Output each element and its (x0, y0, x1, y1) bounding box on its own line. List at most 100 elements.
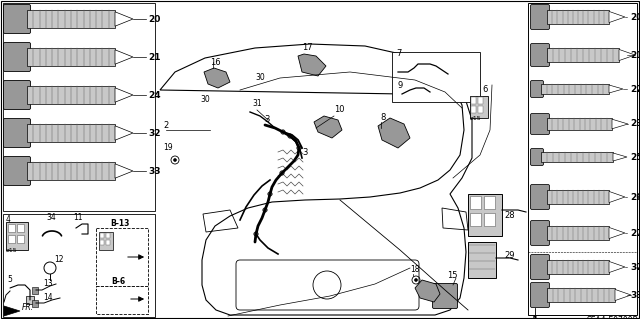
Polygon shape (115, 12, 133, 26)
Bar (106, 240, 110, 245)
Bar (17, 235, 24, 243)
Polygon shape (609, 191, 625, 203)
Bar (471, 97, 476, 104)
Bar (471, 106, 476, 113)
Bar (8, 224, 15, 232)
FancyBboxPatch shape (531, 4, 550, 29)
Bar (547, 190, 609, 204)
Text: 11: 11 (73, 213, 83, 222)
Text: B-13: B-13 (110, 219, 129, 228)
Text: ø15: ø15 (6, 248, 18, 253)
Text: 21: 21 (630, 50, 640, 60)
Text: 34: 34 (46, 213, 56, 222)
Text: 17: 17 (302, 43, 312, 52)
Bar (3, 3, 155, 211)
Polygon shape (609, 85, 623, 93)
Bar (547, 48, 619, 62)
Polygon shape (160, 44, 472, 315)
Text: SEA4-E0700B: SEA4-E0700B (586, 316, 638, 319)
Circle shape (280, 171, 284, 175)
Text: 8: 8 (380, 113, 385, 122)
Text: 20: 20 (630, 12, 640, 21)
Text: 13: 13 (43, 279, 52, 288)
Text: 16: 16 (210, 58, 221, 67)
Circle shape (297, 146, 301, 150)
FancyBboxPatch shape (531, 220, 550, 246)
Bar (8, 235, 15, 243)
Bar (470, 196, 481, 209)
FancyBboxPatch shape (3, 118, 31, 147)
Polygon shape (619, 49, 635, 61)
Bar (478, 97, 483, 104)
Bar (27, 86, 115, 104)
Polygon shape (612, 119, 628, 129)
Circle shape (263, 208, 268, 212)
Bar (6, 222, 28, 250)
Polygon shape (204, 68, 230, 88)
FancyBboxPatch shape (531, 114, 550, 135)
Bar (468, 194, 502, 236)
Text: B-6: B-6 (111, 277, 125, 286)
Text: ø15: ø15 (470, 116, 482, 121)
Text: 30: 30 (255, 73, 265, 82)
Bar (468, 242, 496, 278)
Text: 9: 9 (398, 81, 403, 90)
Text: 3: 3 (302, 148, 307, 157)
Bar (96, 286, 148, 314)
FancyBboxPatch shape (531, 43, 550, 66)
Polygon shape (115, 88, 133, 102)
FancyBboxPatch shape (3, 4, 31, 33)
Polygon shape (609, 261, 625, 273)
FancyBboxPatch shape (531, 80, 543, 98)
Bar (484, 196, 495, 209)
Text: 22: 22 (630, 85, 640, 93)
Bar (106, 233, 110, 238)
Bar (96, 228, 148, 286)
Polygon shape (615, 289, 631, 300)
Bar (470, 96, 488, 118)
Bar (528, 3, 637, 315)
Text: 20: 20 (148, 14, 161, 24)
FancyBboxPatch shape (3, 80, 31, 109)
FancyBboxPatch shape (433, 284, 458, 308)
Polygon shape (115, 50, 133, 64)
Bar (99, 232, 113, 250)
Bar (484, 213, 495, 226)
Circle shape (173, 159, 177, 161)
Text: 26: 26 (630, 192, 640, 202)
Text: 3: 3 (264, 115, 270, 124)
FancyBboxPatch shape (3, 42, 31, 71)
Text: 21: 21 (148, 53, 161, 62)
Circle shape (288, 134, 292, 138)
FancyBboxPatch shape (531, 255, 550, 279)
Text: 18: 18 (410, 265, 419, 274)
Bar (541, 152, 613, 162)
Text: 19: 19 (163, 143, 173, 152)
Polygon shape (115, 164, 133, 178)
Circle shape (415, 278, 417, 281)
Text: 31: 31 (252, 99, 262, 108)
Text: 29: 29 (504, 251, 515, 260)
Polygon shape (613, 153, 627, 161)
Bar (27, 124, 115, 142)
Polygon shape (415, 280, 440, 302)
Bar (547, 288, 615, 302)
Text: 30: 30 (200, 95, 210, 104)
Bar (27, 48, 115, 66)
Polygon shape (314, 116, 342, 138)
Text: 33: 33 (630, 291, 640, 300)
Text: 25: 25 (630, 152, 640, 161)
Bar (541, 84, 609, 94)
Bar (100, 233, 104, 238)
Bar (547, 118, 612, 130)
Text: 10: 10 (334, 105, 344, 114)
Polygon shape (4, 306, 20, 316)
Bar (547, 10, 609, 24)
Bar (26, 296, 34, 304)
Bar (32, 287, 38, 294)
Bar (27, 10, 115, 28)
Text: 32: 32 (630, 263, 640, 271)
Circle shape (268, 192, 272, 196)
FancyBboxPatch shape (531, 184, 550, 210)
Circle shape (281, 130, 285, 134)
